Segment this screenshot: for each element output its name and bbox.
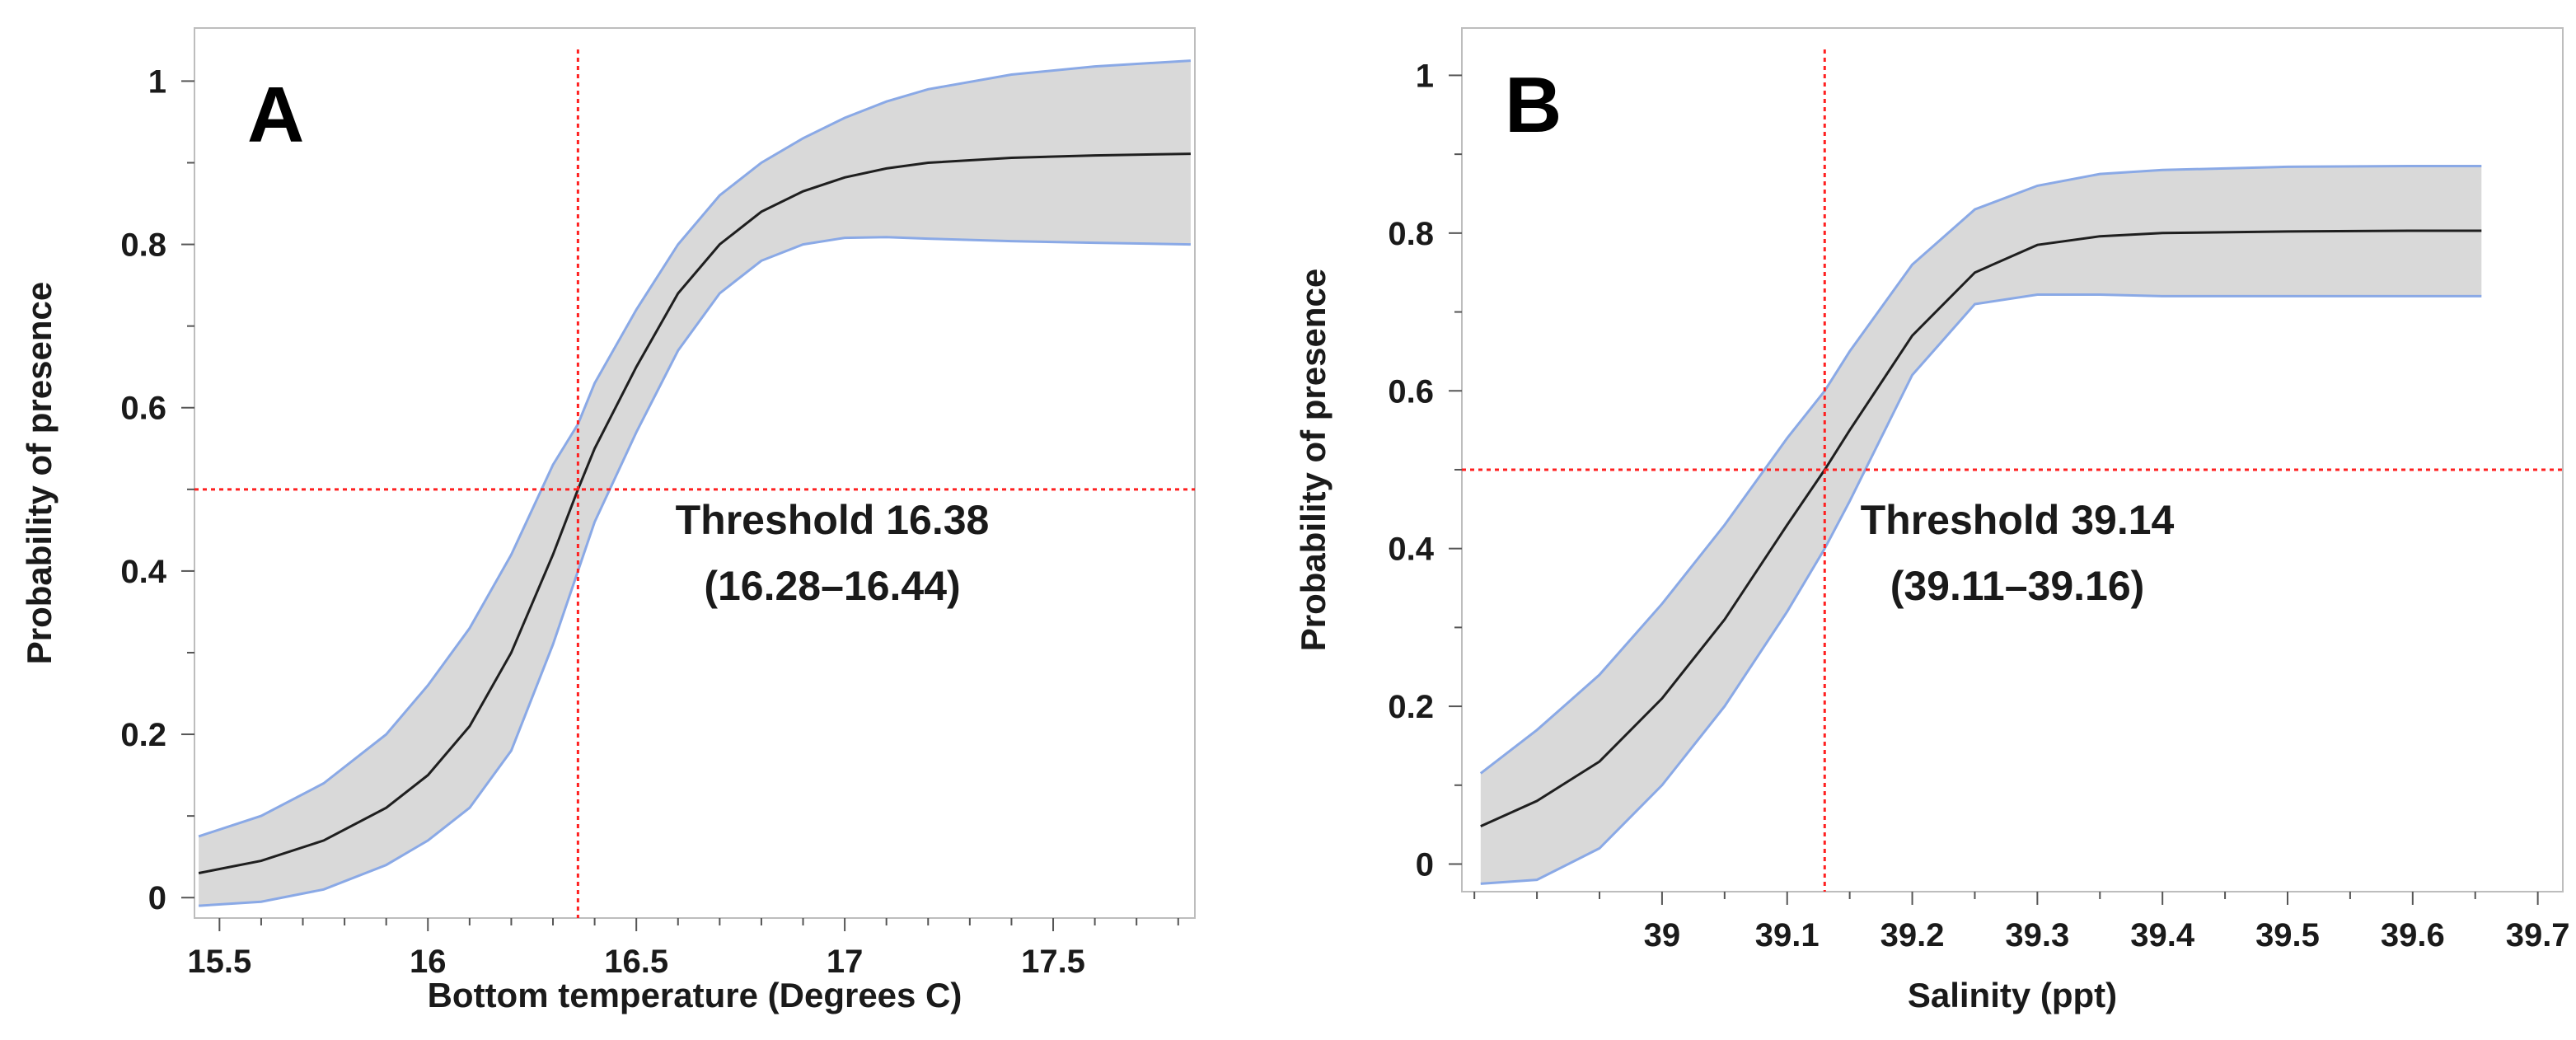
threshold-ci-label: (16.28–16.44) bbox=[704, 563, 960, 609]
ci-upper-line bbox=[198, 59, 1191, 838]
y-tick-label: 0.8 bbox=[1388, 216, 1434, 252]
fit-line bbox=[1480, 229, 2482, 827]
x-tick-label: 39.7 bbox=[2506, 917, 2570, 953]
x-tick-label: 39.6 bbox=[2381, 917, 2445, 953]
threshold-label: Threshold 16.38 bbox=[676, 497, 990, 543]
y-tick-label: 0.6 bbox=[120, 391, 166, 427]
y-tick-label: 0.2 bbox=[120, 717, 166, 753]
y-tick-label: 0.4 bbox=[1388, 532, 1434, 568]
y-axis-title: Probability of presence bbox=[20, 282, 59, 664]
x-axis: 39 39.1 39.2 39.3 39.4 39.5 39.6 39.7 bbox=[1473, 892, 2570, 953]
y-tick-label: 0.2 bbox=[1388, 689, 1434, 725]
ci-lower-line bbox=[1480, 293, 2482, 885]
threshold-ci-label: (39.11–39.16) bbox=[1890, 563, 2145, 609]
panel-letter: B bbox=[1505, 61, 1562, 149]
x-tick-label: 39.4 bbox=[2130, 917, 2195, 953]
x-tick-label: 17.5 bbox=[1021, 944, 1085, 980]
y-axis: 0 0.2 0.4 0.6 0.8 1 bbox=[1388, 58, 1462, 883]
y-tick-label: 0 bbox=[1416, 847, 1434, 883]
x-tick-label: 39.5 bbox=[2255, 917, 2320, 953]
ci-lower-line bbox=[199, 236, 1191, 907]
x-axis-title: Bottom temperature (Degrees C) bbox=[428, 976, 962, 1014]
x-tick-label: 39 bbox=[1644, 917, 1681, 953]
y-tick-label: 0 bbox=[148, 880, 166, 916]
x-tick-label: 16.5 bbox=[604, 944, 668, 980]
fit-line bbox=[198, 152, 1191, 874]
x-axis: 15.5 16 16.5 17 17.5 bbox=[187, 918, 1179, 980]
y-axis-title: Probability of presence bbox=[1294, 269, 1332, 651]
x-tick-label: 15.5 bbox=[187, 944, 251, 980]
y-tick-label: 0.6 bbox=[1388, 373, 1434, 410]
x-tick-label: 17 bbox=[827, 944, 864, 980]
y-tick-label: 1 bbox=[148, 63, 166, 100]
y-axis: 0 0.2 0.4 0.6 0.8 1 bbox=[120, 63, 194, 916]
panel-letter: A bbox=[247, 71, 304, 159]
x-tick-label: 16 bbox=[410, 944, 447, 980]
x-tick-label: 39.2 bbox=[1880, 917, 1945, 953]
x-tick-label: 39.3 bbox=[2005, 917, 2069, 953]
panel-a: 0 0.2 0.4 0.6 0.8 1 15.5 16 16.5 17 17.5 Bottom tem… bbox=[20, 27, 1196, 1014]
threshold-label: Threshold 39.14 bbox=[1861, 497, 2175, 543]
x-tick-label: 39.1 bbox=[1755, 917, 1820, 953]
ci-upper-line bbox=[1479, 165, 2482, 775]
y-tick-label: 0.4 bbox=[120, 554, 166, 590]
x-axis-title: Salinity (ppt) bbox=[1908, 976, 2117, 1014]
confidence-band bbox=[199, 60, 1191, 906]
y-tick-label: 1 bbox=[1416, 58, 1434, 94]
confidence-band bbox=[1480, 166, 2482, 884]
y-tick-label: 0.8 bbox=[120, 227, 166, 264]
panel-b: 0 0.2 0.4 0.6 0.8 1 39 39.1 39.2 39.3 39.4 39.5 39.6… bbox=[1294, 27, 2570, 1014]
